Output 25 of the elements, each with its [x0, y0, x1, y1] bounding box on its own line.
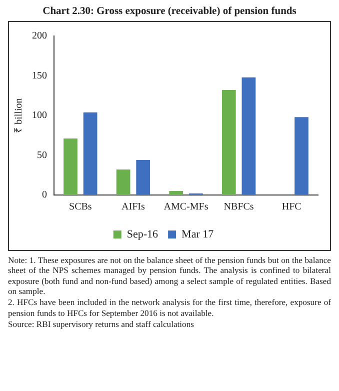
legend-label: Mar 17: [182, 228, 214, 240]
y-axis-title: ₹ billion: [14, 98, 25, 133]
y-tick-label: 150: [32, 70, 47, 82]
x-tick-label: SCBs: [69, 202, 92, 213]
y-tick-label: 50: [37, 150, 47, 161]
source-note: Source: RBI supervisory returns and staff calculations: [8, 318, 195, 330]
bar: [136, 160, 150, 195]
y-tick-label: 200: [32, 30, 47, 42]
y-tick-label: 100: [32, 110, 47, 122]
text: Note: 1. These exposures are not on the balance sheet of the pension funds but on the balance sheet of the NPS schemes managed by pension funds. The analysis is confined to bilateral exposure (both fund and non-fund based) among a select sample of regulated entities. Based on sample.: [8, 255, 331, 296]
bar: [242, 77, 256, 195]
bar: [116, 170, 130, 195]
bar: [64, 138, 78, 195]
bar: [169, 191, 184, 195]
legend-label: Sep-16: [126, 228, 159, 240]
text: 2. HFCs have been included in the network analysis for the first time, therefore, exposure of pension funds to HFCs for September 2016 is not available.: [8, 297, 331, 318]
chart-title: Chart 2.30: Gross exposure (receivable) of pension funds: [42, 6, 298, 17]
x-tick-label: NBFCs: [224, 202, 254, 213]
bar: [83, 112, 98, 195]
x-tick-label: AMC-MFs: [164, 202, 208, 213]
bar: [222, 90, 236, 195]
x-tick-label: HFC: [282, 202, 302, 213]
bar: [294, 117, 308, 195]
x-tick-label: AIFIs: [122, 202, 145, 213]
y-tick-label: 0: [42, 190, 47, 201]
